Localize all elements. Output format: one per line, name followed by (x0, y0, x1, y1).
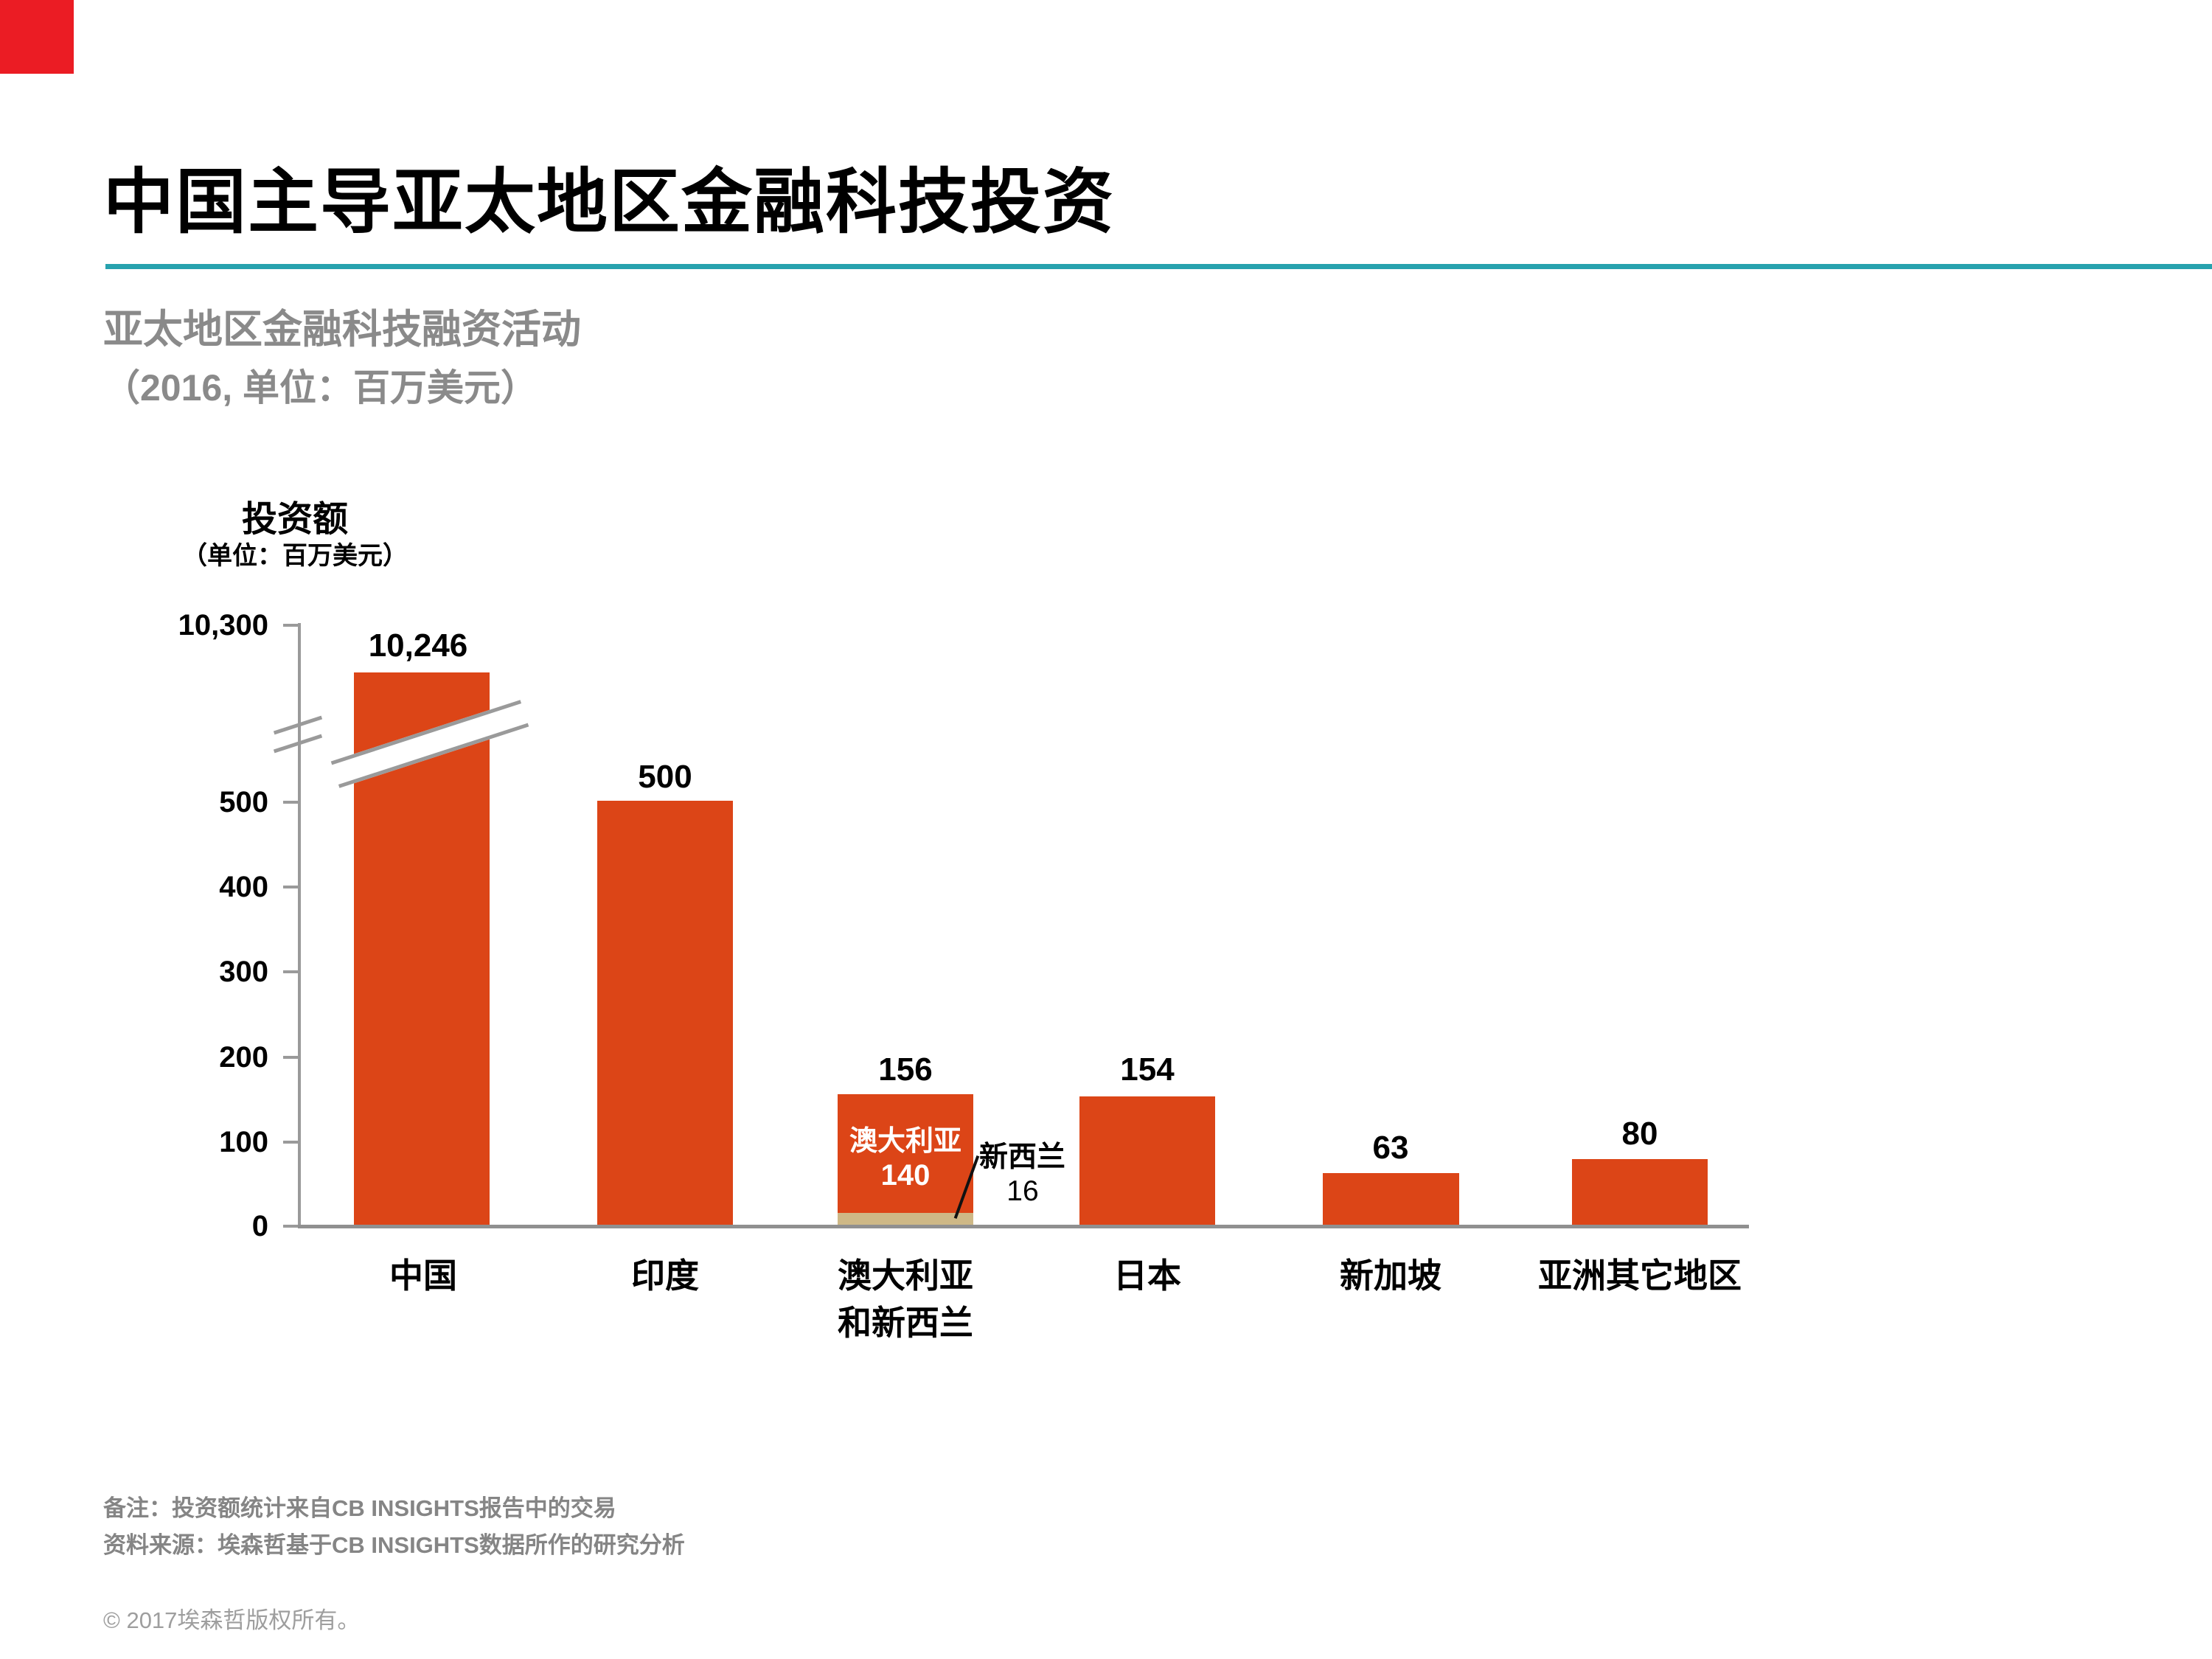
x-label-rest-of-asia: 亚洲其它地区 (1538, 1256, 1742, 1295)
bar-rest-of-asia (1572, 1159, 1708, 1225)
y-tick-label: 0 (251, 1210, 268, 1242)
x-label-china: 中国 (389, 1256, 457, 1295)
newzealand-annotation-label: 新西兰 (979, 1141, 1066, 1173)
page-title: 中国主导亚太地区金融科技投资 (103, 163, 1115, 242)
y-axis-unit: （单位：百万美元） (182, 542, 408, 570)
y-axis-line (298, 623, 301, 1228)
bar-singapore (1323, 1173, 1459, 1225)
y-tick-mark (283, 886, 298, 888)
y-tick-mark (283, 970, 298, 973)
newzealand-annotation-value: 16 (1006, 1175, 1039, 1207)
x-axis-line (298, 1225, 1749, 1228)
y-tick-mark (283, 624, 298, 627)
bar-india (597, 801, 733, 1225)
y-tick-mark (283, 1056, 298, 1059)
footnote-note: 备注：投资额统计来自CB INSIGHTS报告中的交易 (103, 1495, 616, 1521)
x-label-japan: 日本 (1113, 1256, 1181, 1295)
bar-newzealand-segment (838, 1213, 973, 1225)
value-label-india: 500 (638, 759, 692, 795)
value-label-japan: 154 (1120, 1051, 1175, 1088)
x-label-singapore: 新加坡 (1340, 1256, 1441, 1295)
y-tick-label: 200 (219, 1041, 268, 1074)
y-tick-mark (283, 801, 298, 804)
footnote-source: 资料来源：埃森哲基于CB INSIGHTS数据所作的研究分析 (103, 1532, 685, 1558)
value-label-singapore: 63 (1372, 1130, 1409, 1166)
value-label-ausnz: 156 (878, 1051, 933, 1088)
value-label-rest-of-asia: 80 (1621, 1116, 1658, 1152)
x-label-india: 印度 (631, 1256, 699, 1295)
y-tick-label: 500 (219, 786, 268, 818)
y-axis-title: 投资额 (241, 500, 348, 539)
y-tick-label: 300 (219, 956, 268, 988)
copyright-text: © 2017埃森哲版权所有。 (103, 1607, 361, 1633)
y-tick-label: 10,300 (178, 609, 268, 641)
bar-japan (1079, 1096, 1215, 1225)
corner-marker (0, 0, 74, 74)
chart-subtitle-line1: 亚太地区金融科技融资活动 (103, 307, 581, 352)
australia-segment-value: 140 (880, 1159, 931, 1192)
bar-australia-segment (838, 1094, 973, 1213)
chart-subtitle-line2: （2016, 单位：百万美元） (103, 367, 538, 408)
y-tick-mark (283, 1225, 298, 1228)
australia-segment-label: 澳大利亚 (849, 1126, 961, 1157)
value-label-china: 10,246 (368, 627, 468, 664)
y-tick-mark (283, 1141, 298, 1144)
x-label-ausnz-line2: 和新西兰 (838, 1304, 973, 1342)
y-tick-label: 100 (219, 1126, 268, 1158)
x-label-ausnz: 澳大利亚 和新西兰 (721, 1252, 1090, 1346)
title-divider-rule (105, 264, 2212, 269)
x-label-ausnz-line1: 澳大利亚 (838, 1256, 973, 1295)
y-tick-label: 400 (219, 871, 268, 903)
